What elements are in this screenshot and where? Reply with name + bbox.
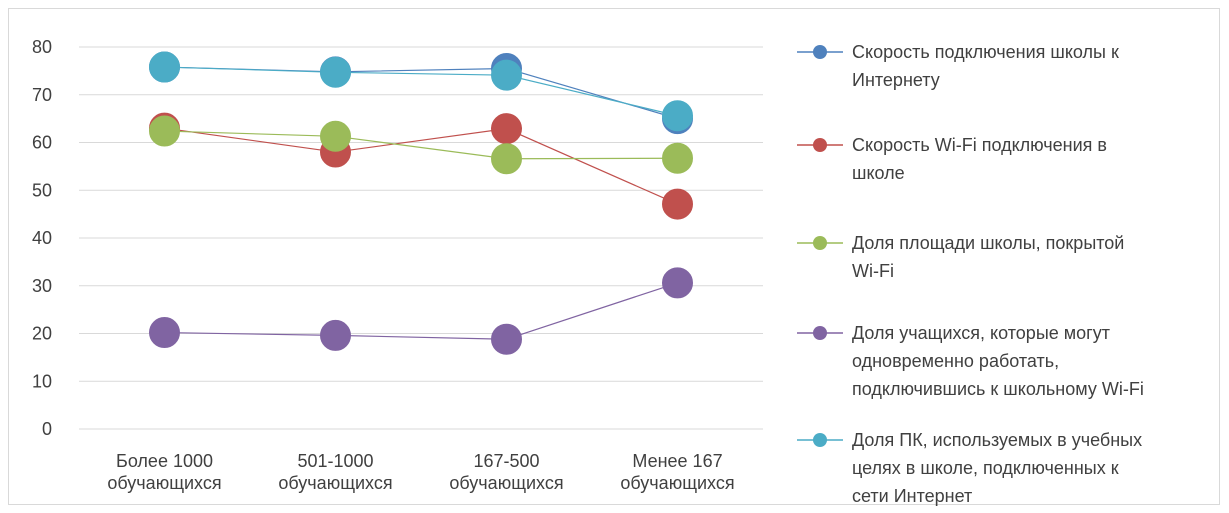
legend-label: Доля площади школы, покрытой Wi-Fi xyxy=(852,233,1124,281)
legend: Скорость подключения школы к Интернету Ско… xyxy=(797,42,1144,506)
y-tick-label: 10 xyxy=(32,371,52,391)
series-markers-2 xyxy=(149,115,693,175)
series-line xyxy=(164,66,678,120)
legend-label: Скорость Wi-Fi подключения в школе xyxy=(852,135,1107,183)
legend-item-3: Доля учащихся, которые могут одновременно… xyxy=(797,323,1144,399)
x-tick-label: 167-500 обучающихся xyxy=(449,451,563,493)
y-tick-label: 80 xyxy=(32,37,52,57)
legend-label: Скорость подключения школы к Интернету xyxy=(852,42,1119,90)
data-point xyxy=(662,142,693,174)
data-point xyxy=(320,56,351,88)
data-point xyxy=(662,188,693,220)
series-1 xyxy=(164,127,678,205)
x-tick-label: Более 1000 обучающихся xyxy=(107,451,221,493)
data-point xyxy=(149,317,180,349)
series-markers-1 xyxy=(149,112,693,220)
data-point xyxy=(320,319,351,351)
y-tick-label: 60 xyxy=(32,133,52,153)
data-point xyxy=(320,120,351,152)
legend-item-1: Скорость Wi-Fi подключения в школе xyxy=(797,135,1107,183)
series-line xyxy=(164,282,678,340)
series-markers-4 xyxy=(149,51,693,132)
series-lines xyxy=(149,51,693,355)
legend-marker xyxy=(813,236,827,250)
data-point xyxy=(491,113,522,145)
legend-marker xyxy=(813,433,827,447)
data-point xyxy=(491,323,522,355)
legend-marker xyxy=(813,138,827,152)
data-point xyxy=(662,100,693,132)
series-line xyxy=(164,66,678,117)
series-line xyxy=(164,130,678,160)
series-3 xyxy=(164,282,678,340)
axes: 0 10 20 30 40 50 60 70 80 Более 1000 обучающихся 50… xyxy=(32,37,735,493)
y-tick-label: 70 xyxy=(32,85,52,105)
legend-item-4: Доля ПК, используемых в учебных целях в ш… xyxy=(797,430,1142,506)
y-tick-label: 50 xyxy=(32,180,52,200)
legend-marker xyxy=(813,45,827,59)
gridlines xyxy=(79,46,763,430)
series-markers-3 xyxy=(149,267,693,355)
data-point xyxy=(149,115,180,147)
series-markers-0 xyxy=(149,51,693,135)
y-tick-label: 30 xyxy=(32,276,52,296)
legend-item-0: Скорость подключения школы к Интернету xyxy=(797,42,1119,90)
y-tick-label: 20 xyxy=(32,324,52,344)
series-2 xyxy=(164,130,678,160)
data-point xyxy=(491,143,522,175)
y-tick-label: 40 xyxy=(32,228,52,248)
series-0 xyxy=(164,66,678,120)
legend-label: Доля учащихся, которые могут одновременно… xyxy=(852,323,1144,399)
data-point xyxy=(491,59,522,91)
data-point xyxy=(662,267,693,299)
legend-marker xyxy=(813,326,827,340)
data-point xyxy=(149,51,180,83)
series-4 xyxy=(164,66,678,117)
x-tick-label: Менее 167 обучающихся xyxy=(620,451,734,493)
x-tick-label: 501-1000 обучающихся xyxy=(278,451,392,493)
series-line xyxy=(164,127,678,205)
y-tick-label: 0 xyxy=(42,419,52,439)
legend-item-2: Доля площади школы, покрытой Wi-Fi xyxy=(797,233,1124,281)
chart-frame xyxy=(8,8,1220,505)
legend-label: Доля ПК, используемых в учебных целях в ш… xyxy=(852,430,1142,506)
